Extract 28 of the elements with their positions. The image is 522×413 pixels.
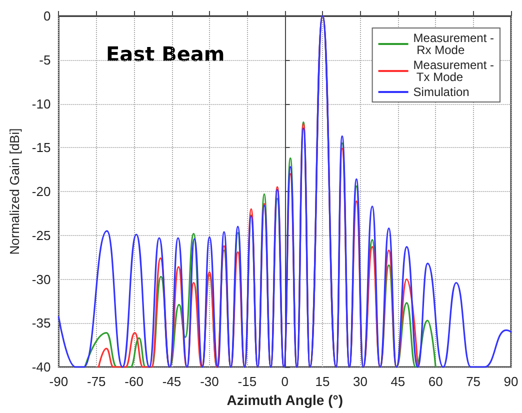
x-tick-label: -45 — [162, 374, 182, 389]
y-tick-label: -10 — [32, 96, 51, 112]
x-tick-label: -15 — [238, 374, 257, 389]
legend-label: Measurement - Rx Mode — [413, 31, 494, 57]
annotation: East Beam — [106, 42, 225, 66]
x-axis-title: Azimuth Angle (°) — [226, 392, 343, 408]
y-tick-label: -30 — [32, 272, 51, 287]
x-tick-label: 30 — [352, 374, 368, 389]
x-tick-label: -30 — [200, 374, 219, 389]
y-tick-label: -15 — [32, 140, 51, 156]
x-tick-label: 75 — [466, 374, 481, 389]
y-tick-label: 0 — [43, 8, 51, 24]
y-tick-label: -20 — [32, 184, 51, 199]
legend-label: Simulation — [413, 85, 470, 99]
y-tick-label: -5 — [39, 52, 51, 68]
y-axis-title: Normalized Gain [dBi] — [7, 128, 22, 255]
x-tick-label: -75 — [86, 374, 106, 389]
x-tick-label: -90 — [49, 374, 68, 389]
y-tick-label: -35 — [32, 316, 51, 331]
x-tick-label: 60 — [428, 374, 443, 389]
y-tick-label: -40 — [32, 360, 51, 374]
x-tick-label: 45 — [390, 374, 406, 389]
legend-label: Measurement - Tx Mode — [413, 58, 494, 84]
x-tick-label: 15 — [315, 374, 330, 389]
x-tick-label: 90 — [504, 374, 518, 389]
x-tick-label: 0 — [281, 374, 288, 389]
y-tick-label: -25 — [32, 228, 51, 243]
x-tick-label: -60 — [124, 374, 144, 389]
